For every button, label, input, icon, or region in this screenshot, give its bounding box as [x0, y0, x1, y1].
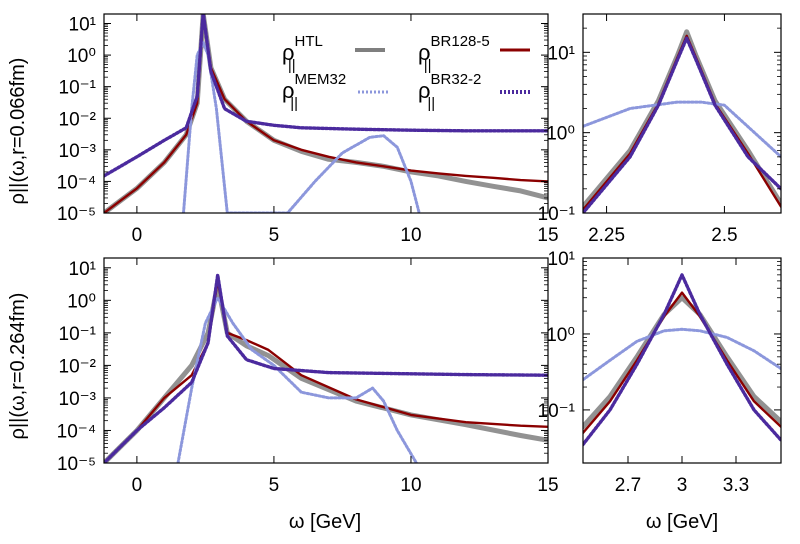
x-tick-label: 5	[269, 225, 280, 246]
y-tick-label: 10¹	[548, 43, 575, 64]
x-tick-label: 0	[132, 225, 143, 246]
y-tick-label: 10¹	[69, 259, 96, 280]
series-line-htl	[583, 29, 781, 210]
xlabel-bottom-right: ω [GeV]	[646, 511, 718, 533]
series-line-br32-2	[583, 36, 781, 213]
series-line-br128-5	[583, 34, 781, 211]
series-line-mem32	[583, 100, 781, 159]
panel-bottom-right: 10⁻¹ 10⁰ 10¹ 2.7 3 3.3	[538, 249, 782, 496]
panel-bottom-left: 10⁻⁵ 10⁻⁴ 10⁻³ 10⁻² 10⁻¹ 10⁰ 10¹ 0 5 10 15	[57, 257, 559, 496]
series-group	[104, 14, 548, 213]
y-tick-label: 10⁻³	[59, 141, 97, 162]
x-tick-label: 0	[132, 475, 143, 496]
x-tick-label: 10	[400, 225, 421, 246]
y-tick-label: 10⁻⁴	[57, 172, 96, 193]
series-line-mem32	[583, 327, 781, 382]
legend: ρHTL || ρBR128-5 || ρMEM32 || ρBR32-2 ||	[282, 33, 530, 112]
y-tick-label: 10⁻¹	[59, 78, 97, 99]
x-tick-label: 15	[537, 225, 558, 246]
legend-entry-mem32: ρMEM32 ||	[282, 71, 388, 112]
legend-label-br128-5: ρBR128-5 ||	[418, 33, 490, 74]
xlabel-bottom-left: ω [GeV]	[289, 511, 361, 533]
plot-frame	[103, 13, 549, 214]
x-tick-label: 3	[677, 475, 688, 496]
legend-label-br32-2: ρBR32-2 ||	[418, 71, 481, 112]
y-tick-label: 10⁰	[67, 46, 96, 67]
y-tick-label: 10⁻¹	[59, 324, 97, 345]
y-tick-label: 10¹	[69, 15, 96, 36]
legend-entry-br32-2: ρBR32-2 ||	[418, 71, 530, 112]
x-tick-label: 2.25	[588, 225, 625, 246]
series-line-br32-2	[583, 273, 781, 447]
y-tick-label: 10⁻¹	[538, 204, 576, 225]
panel-top-left: 10⁻⁵ 10⁻⁴ 10⁻³ 10⁻² 10⁻¹ 10⁰ 10¹ 0 5 10 15	[57, 13, 559, 246]
series-line-htl	[583, 295, 781, 430]
series-line-htl	[104, 282, 548, 463]
x-tick-label: 5	[269, 475, 280, 496]
series-line-br32-2	[104, 273, 548, 463]
x-tick-label: 3.3	[723, 475, 749, 496]
legend-label-htl: ρHTL ||	[282, 33, 323, 74]
panel-top-right: 10⁻¹ 10⁰ 10¹ 2.25 2.5	[538, 13, 782, 246]
series-group	[104, 273, 548, 463]
series-line-br32-2	[104, 14, 548, 178]
y-tick-label: 10⁻²	[59, 109, 97, 130]
plot-frame	[103, 257, 549, 464]
x-tick-label: 2.5	[711, 225, 737, 246]
x-tick-label: 2.7	[615, 475, 641, 496]
legend-entry-htl: ρHTL ||	[282, 33, 385, 74]
ylabel-bottom: ρ||(ω,r=0.264fm)	[7, 293, 29, 440]
y-tick-label: 10⁻³	[59, 389, 97, 410]
y-tick-label: 10⁰	[546, 325, 575, 346]
series-line-mem32	[176, 296, 418, 463]
y-tick-label: 10⁻⁵	[57, 204, 96, 225]
ylabel-top: ρ||(ω,r=0.066fm)	[7, 58, 29, 205]
x-tick-label: 15	[537, 475, 558, 496]
y-tick-label: 10⁻¹	[538, 401, 576, 422]
y-tick-label: 10¹	[548, 249, 575, 270]
legend-label-mem32: ρMEM32 ||	[282, 71, 346, 112]
y-tick-label: 10⁻⁴	[57, 421, 96, 442]
series-group	[583, 29, 781, 213]
plot-frame	[582, 257, 782, 464]
legend-entry-br128-5: ρBR128-5 ||	[418, 33, 530, 74]
y-tick-label: 10⁰	[67, 291, 96, 312]
series-line-br128-5	[583, 291, 781, 434]
y-tick-label: 10⁻⁵	[57, 454, 96, 475]
x-tick-label: 10	[400, 475, 421, 496]
y-tick-label: 10⁻²	[59, 356, 97, 377]
series-group	[583, 273, 781, 447]
y-tick-label: 10⁰	[546, 124, 575, 145]
plot-frame	[582, 13, 782, 214]
series-line-br128-5	[104, 14, 548, 213]
